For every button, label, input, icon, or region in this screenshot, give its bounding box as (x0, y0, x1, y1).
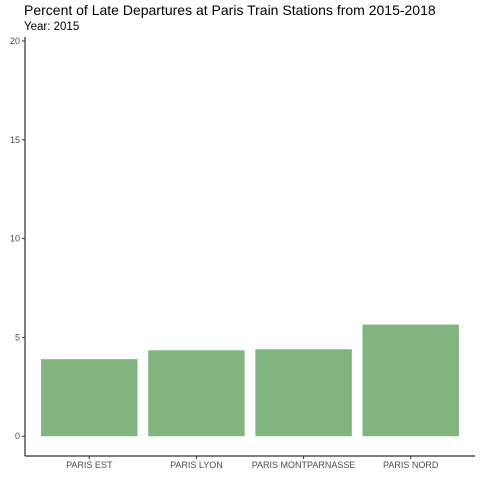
x-tick-label-paris-lyon: PARIS LYON (170, 460, 223, 470)
chart-subtitle: Year: 2015 (24, 21, 80, 33)
chart-title: Percent of Late Departures at Paris Trai… (24, 2, 436, 18)
bar-paris-montparnasse (255, 349, 352, 437)
y-tick-label-10: 10 (10, 234, 20, 244)
x-tick-label-paris-nord: PARIS NORD (383, 460, 439, 470)
x-tick-label-paris-est: PARIS EST (66, 460, 113, 470)
y-tick-label-15: 15 (10, 135, 20, 145)
bar-paris-est (41, 359, 138, 437)
y-tick-label-20: 20 (10, 36, 20, 46)
y-tick-label-0: 0 (15, 431, 20, 441)
bar-paris-nord (362, 324, 459, 437)
x-tick-label-paris-montparnasse: PARIS MONTPARNASSE (252, 460, 356, 470)
bar-paris-lyon (148, 350, 245, 437)
y-tick-label-5: 5 (15, 332, 20, 342)
